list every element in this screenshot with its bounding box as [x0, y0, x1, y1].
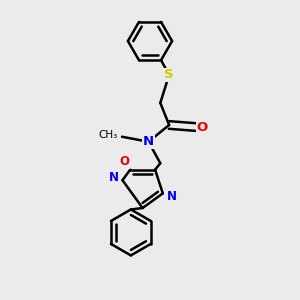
Text: CH₃: CH₃	[98, 130, 118, 140]
Text: O: O	[120, 155, 130, 168]
Text: N: N	[167, 190, 177, 203]
Text: S: S	[164, 68, 174, 81]
Text: N: N	[143, 135, 154, 148]
Text: N: N	[108, 171, 118, 184]
Text: O: O	[196, 121, 208, 134]
